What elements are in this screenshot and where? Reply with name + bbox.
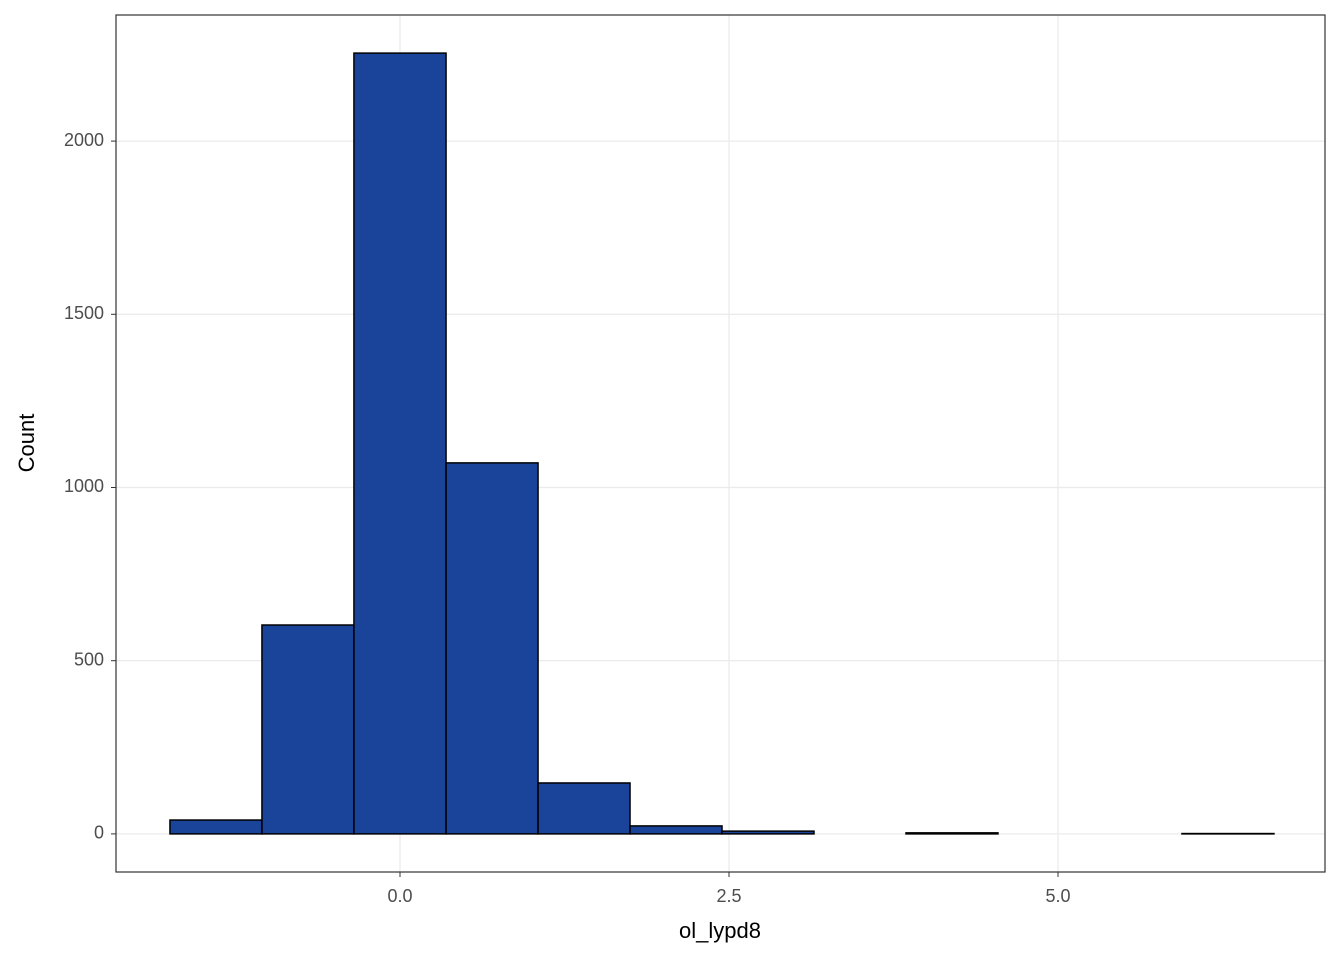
y-tick-label: 2000 [64,130,104,150]
bar [353,52,447,835]
y-tick-label: 500 [74,649,104,669]
bar [629,825,723,835]
x-tick-label: 2.5 [716,886,741,906]
x-tick-label: 0.0 [387,886,412,906]
y-tick-label: 1000 [64,476,104,496]
bar [721,830,815,835]
bars [169,52,1275,835]
y-tick-label: 1500 [64,303,104,323]
x-axis-title: ol_lypd8 [679,918,761,943]
bar [537,782,631,835]
bar [169,819,263,835]
y-tick-label: 0 [94,823,104,843]
panel-border [115,14,1326,873]
x-tick-label: 5.0 [1045,886,1070,906]
bar [905,832,999,835]
y-axis-title: Count [14,414,39,473]
bar [261,624,355,835]
bar [445,462,539,835]
